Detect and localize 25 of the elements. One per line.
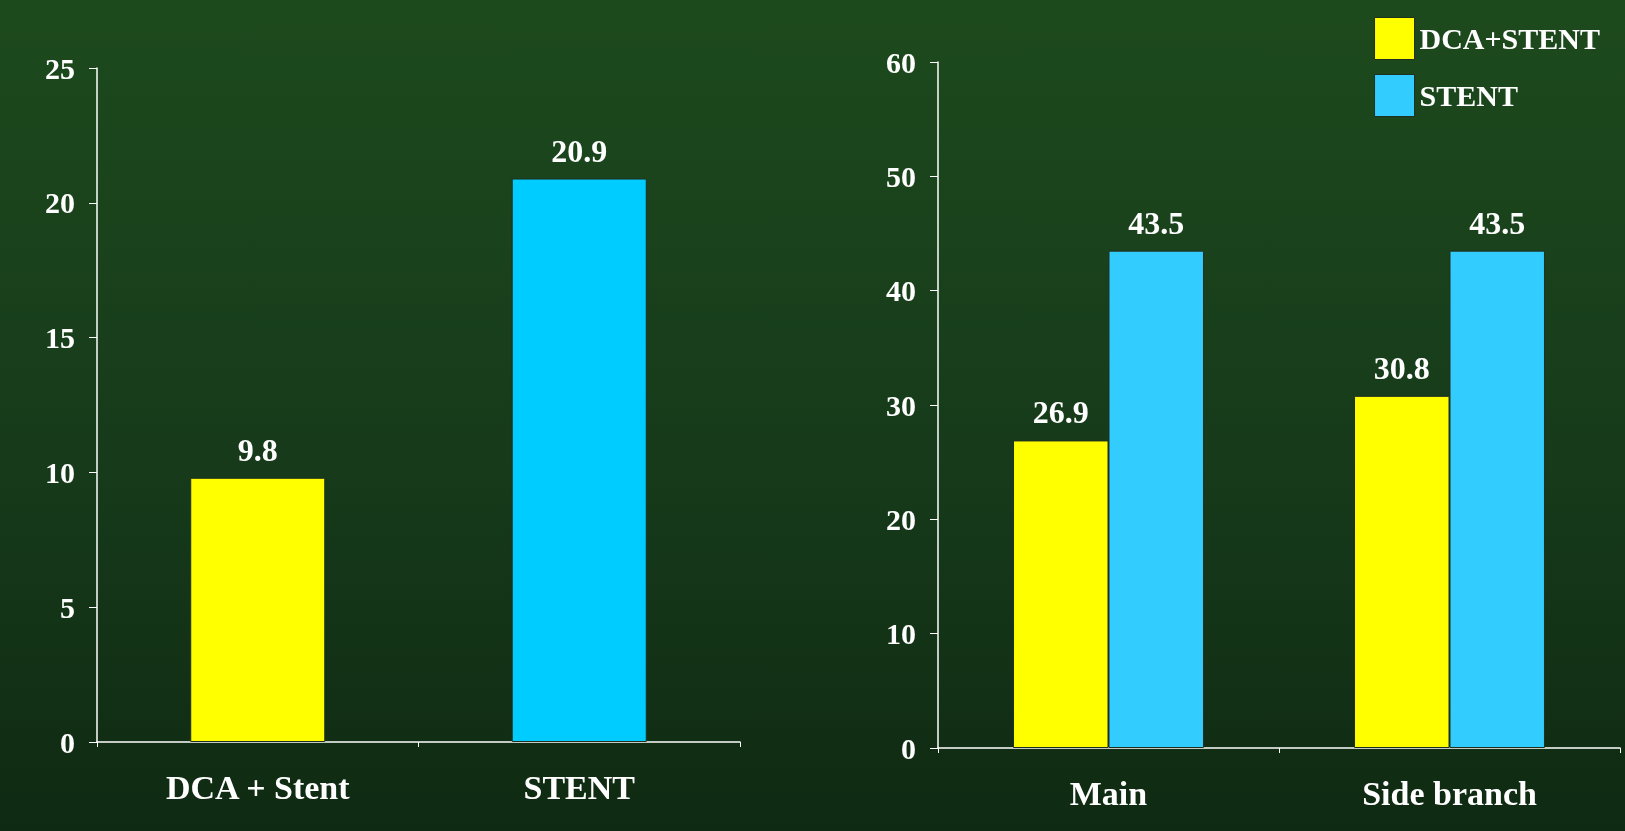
data-label: 43.5: [1128, 204, 1185, 241]
y-tick-label: 15: [45, 321, 75, 355]
legend-label: DCA+STENT: [1419, 22, 1600, 55]
x-tick-label: DCA + Stent: [165, 768, 351, 806]
y-tick-label: 30: [886, 388, 916, 422]
data-label: 30.8: [1373, 349, 1430, 386]
y-tick-label: 20: [886, 502, 916, 536]
y-tick-label: 40: [886, 274, 916, 308]
y-tick-label: 50: [886, 159, 916, 193]
y-tick-label: 0: [60, 725, 75, 759]
y-tick-label: 25: [45, 51, 75, 85]
x-tick-label: Side branch: [1362, 774, 1537, 812]
y-tick-label: 10: [45, 455, 75, 489]
data-label: 43.5: [1469, 204, 1526, 241]
y-tick-label: 20: [45, 186, 75, 220]
x-tick-label: STENT: [523, 768, 636, 806]
data-label: 26.9: [1032, 394, 1089, 431]
y-tick-label: 5: [60, 590, 75, 624]
y-tick-label: 60: [886, 45, 916, 79]
y-tick-label: 10: [886, 617, 916, 651]
y-tick-label: 0: [901, 731, 916, 765]
x-tick-label: Main: [1069, 774, 1148, 812]
legend-label: STENT: [1419, 79, 1518, 112]
data-label: 20.9: [551, 132, 608, 169]
data-label: 9.8: [237, 431, 278, 468]
